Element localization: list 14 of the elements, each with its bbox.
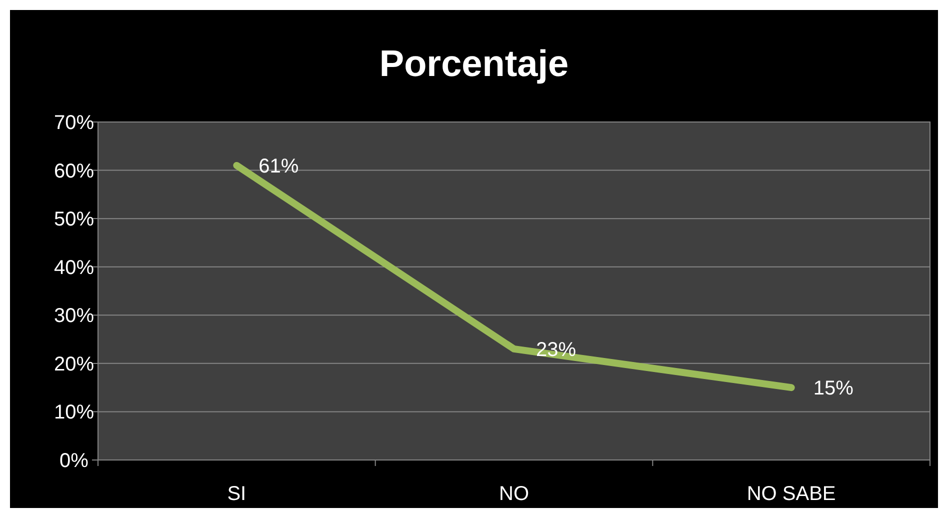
y-tick-label: 60% xyxy=(54,160,94,182)
data-label: 15% xyxy=(813,378,854,400)
y-tick-label: 30% xyxy=(54,305,94,328)
y-tick-label: 50% xyxy=(54,208,94,231)
x-tick-label: NO xyxy=(499,483,529,505)
data-label: 61% xyxy=(258,155,299,178)
y-tick-label: 20% xyxy=(54,353,94,376)
x-tick-label: NO SABE xyxy=(746,483,836,505)
y-tick-label: 40% xyxy=(54,256,94,279)
x-tick-label: SI xyxy=(227,483,246,505)
chart-title: Porcentaje xyxy=(379,43,569,84)
y-tick-label: 10% xyxy=(54,402,94,424)
y-tick-label: 70% xyxy=(54,112,94,134)
y-tick-label: 0% xyxy=(60,450,89,472)
